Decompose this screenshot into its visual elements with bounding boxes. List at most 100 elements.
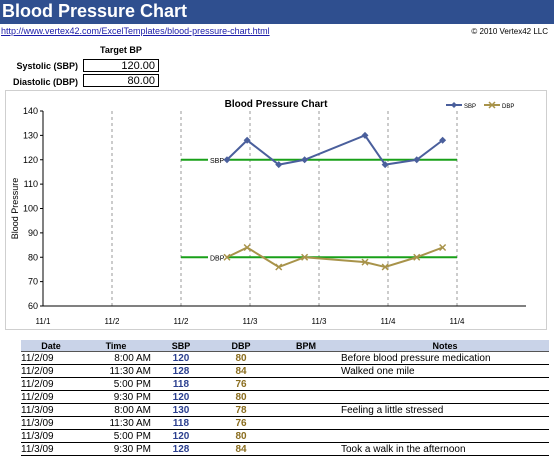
cell-notes[interactable] <box>341 416 549 430</box>
cell-time[interactable]: 9:30 PM <box>81 390 151 404</box>
header-time: Time <box>81 340 151 352</box>
cell-dbp[interactable]: 84 <box>211 364 271 378</box>
cell-bpm[interactable] <box>271 416 341 430</box>
cell-sbp[interactable]: 118 <box>151 377 211 391</box>
cell-dbp[interactable]: 78 <box>211 403 271 417</box>
cell-notes[interactable]: Walked one mile <box>341 364 549 378</box>
y-tick-label: 70 <box>28 277 38 287</box>
cell-time[interactable]: 11:30 AM <box>81 364 151 378</box>
cell-sbp[interactable]: 120 <box>151 351 211 365</box>
header-dbp: DBP <box>211 340 271 352</box>
cell-bpm[interactable] <box>271 377 341 391</box>
blood-pressure-chart: 11/1 11/2 11/2 11/3 11/3 11/4 11/4 60 70 80 90 100 1… <box>10 99 526 326</box>
cell-notes[interactable]: Took a walk in the afternoon <box>341 442 549 456</box>
cell-notes[interactable]: Feeling a little stressed <box>341 403 549 417</box>
sbp-point <box>381 161 389 169</box>
cell-date[interactable]: 11/3/09 <box>21 416 81 430</box>
copyright-text: © 2010 Vertex42 LLC <box>471 27 548 36</box>
y-tick-label: 130 <box>23 130 38 140</box>
cell-sbp[interactable]: 128 <box>151 442 211 456</box>
table-row[interactable]: 11/2/09 8:00 AM 120 80 Before blood pres… <box>21 351 549 365</box>
readings-table: Date Time SBP DBP BPM Notes 11/2/09 8:00… <box>21 340 549 456</box>
table-row[interactable]: 11/2/09 9:30 PM 120 80 <box>21 390 549 404</box>
cell-bpm[interactable] <box>271 364 341 378</box>
chart-title: Blood Pressure Chart <box>225 99 328 110</box>
cell-sbp[interactable]: 128 <box>151 364 211 378</box>
dbp-point <box>275 263 283 271</box>
y-axis-label: Blood Pressure <box>10 178 20 240</box>
chart-frame: 11/1 11/2 11/2 11/3 11/3 11/4 11/4 60 70 80 90 100 1… <box>5 90 547 330</box>
cell-dbp[interactable]: 84 <box>211 442 271 456</box>
y-tick-label: 140 <box>23 106 38 116</box>
cell-time[interactable]: 9:30 PM <box>81 442 151 456</box>
cell-dbp[interactable]: 80 <box>211 429 271 443</box>
table-row[interactable]: 11/2/09 11:30 AM 128 84 Walked one mile <box>21 364 549 378</box>
series-line-dbp <box>226 246 443 269</box>
cell-date[interactable]: 11/2/09 <box>21 364 81 378</box>
cell-date[interactable]: 11/3/09 <box>21 442 81 456</box>
cell-bpm[interactable] <box>271 390 341 404</box>
target-line-label: DBP <box>210 255 225 262</box>
sbp-point <box>301 156 309 164</box>
sbp-point <box>243 136 251 144</box>
cell-notes[interactable] <box>341 377 549 391</box>
cell-time[interactable]: 11:30 AM <box>81 416 151 430</box>
cell-sbp[interactable]: 130 <box>151 403 211 417</box>
dbp-point <box>439 243 447 252</box>
sbp-point <box>223 156 231 164</box>
title-bar: Blood Pressure Chart <box>0 0 554 24</box>
cell-notes[interactable] <box>341 429 549 443</box>
cell-sbp[interactable]: 120 <box>151 429 211 443</box>
x-tick-label: 11/4 <box>450 317 466 326</box>
cell-sbp[interactable]: 120 <box>151 390 211 404</box>
cell-date[interactable]: 11/2/09 <box>21 390 81 404</box>
cell-bpm[interactable] <box>271 351 341 365</box>
cell-notes[interactable] <box>341 390 549 404</box>
table-row[interactable]: 11/3/09 9:30 PM 128 84 Took a walk in th… <box>21 442 549 456</box>
series-line-sbp <box>226 134 444 166</box>
cell-time[interactable]: 5:00 PM <box>81 377 151 391</box>
cell-time[interactable]: 5:00 PM <box>81 429 151 443</box>
table-row[interactable]: 11/3/09 8:00 AM 130 78 Feeling a little … <box>21 403 549 417</box>
cell-bpm[interactable] <box>271 403 341 417</box>
systolic-label: Systolic (SBP) <box>16 61 78 71</box>
y-tick-label: 110 <box>24 179 38 189</box>
target-bp-heading: Target BP <box>100 45 142 55</box>
cell-bpm[interactable] <box>271 429 341 443</box>
table-row[interactable]: 11/3/09 11:30 AM 118 76 <box>21 416 549 430</box>
header-sbp: SBP <box>151 340 211 352</box>
cell-dbp[interactable]: 76 <box>211 377 271 391</box>
x-tick-label: 11/2 <box>174 317 190 326</box>
x-tick-label: 11/4 <box>381 317 397 326</box>
table-row[interactable]: 11/3/09 5:00 PM 120 80 <box>21 429 549 443</box>
x-tick-label: 11/3 <box>243 317 259 326</box>
cell-notes[interactable]: Before blood pressure medication <box>341 351 549 365</box>
cell-time[interactable]: 8:00 AM <box>81 351 151 365</box>
sbp-point <box>439 136 447 144</box>
page-title: Blood Pressure Chart <box>2 1 188 21</box>
dbp-point <box>413 253 421 261</box>
cell-date[interactable]: 11/3/09 <box>21 429 81 443</box>
cell-date[interactable]: 11/2/09 <box>21 377 81 391</box>
cell-bpm[interactable] <box>271 442 341 456</box>
cell-date[interactable]: 11/2/09 <box>21 351 81 365</box>
table-header-row: Date Time SBP DBP BPM Notes <box>21 340 549 352</box>
cell-dbp[interactable]: 76 <box>211 416 271 430</box>
sbp-point <box>275 161 283 169</box>
source-link[interactable]: http://www.vertex42.com/ExcelTemplates/b… <box>1 26 270 36</box>
cell-dbp[interactable]: 80 <box>211 390 271 404</box>
table-row[interactable]: 11/2/09 5:00 PM 118 76 <box>21 377 549 391</box>
sbp-point <box>361 131 369 139</box>
legend-marker-sbp <box>451 102 457 108</box>
systolic-target-input[interactable]: 120.00 <box>83 59 159 72</box>
header-notes: Notes <box>341 340 549 352</box>
cell-sbp[interactable]: 118 <box>151 416 211 430</box>
target-line-label: SBP <box>210 158 224 165</box>
sbp-point <box>413 156 421 164</box>
cell-time[interactable]: 8:00 AM <box>81 403 151 417</box>
cell-dbp[interactable]: 80 <box>211 351 271 365</box>
cell-date[interactable]: 11/3/09 <box>21 403 81 417</box>
diastolic-target-input[interactable]: 80.00 <box>83 74 159 87</box>
header-bpm: BPM <box>271 340 341 352</box>
x-tick-label: 11/2 <box>105 317 121 326</box>
